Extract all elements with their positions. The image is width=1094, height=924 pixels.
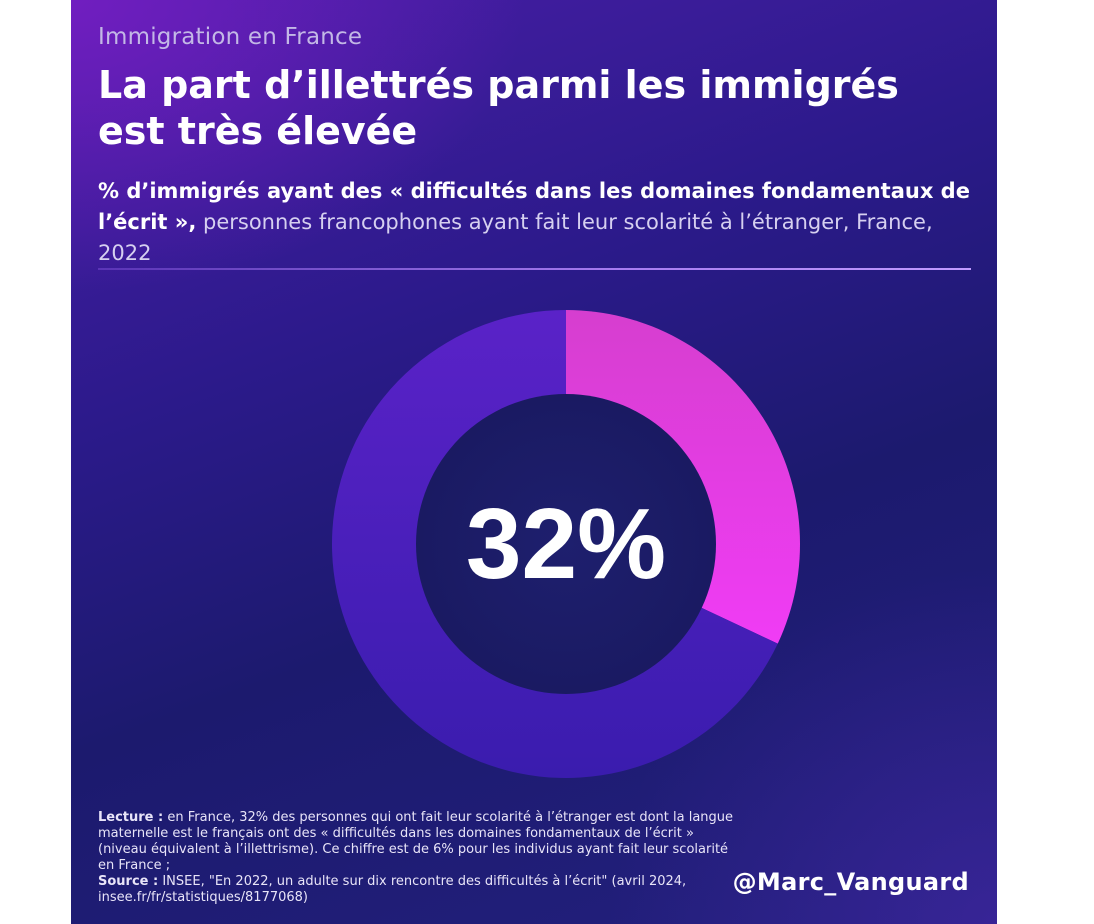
chart-subtitle: % d’immigrés ayant des « difficultés dan…	[98, 176, 978, 269]
author-handle: @Marc_Vanguard	[732, 868, 969, 896]
subtitle-bold: % d’immigrés ayant des « difficultés dan…	[98, 179, 970, 234]
donut-hole	[416, 394, 716, 694]
kicker: Immigration en France	[98, 24, 363, 50]
subtitle-rest: personnes francophones ayant fait leur s…	[98, 210, 933, 265]
source-text: INSEE, "En 2022, un adulte sur dix renco…	[98, 874, 687, 905]
center-value-label: 32%	[466, 488, 666, 600]
lecture-label: Lecture :	[98, 810, 164, 825]
infographic-card: Immigration en France La part d’illettré…	[71, 0, 997, 924]
donut-chart: 32%	[332, 310, 800, 778]
page-title: La part d’illettrés parmi les immigrés e…	[98, 63, 899, 153]
divider	[98, 268, 971, 270]
lecture-text: en France, 32% des personnes qui ont fai…	[98, 810, 734, 873]
source-label: Source :	[98, 874, 159, 889]
footnote: Lecture : en France, 32% des personnes q…	[98, 810, 738, 906]
